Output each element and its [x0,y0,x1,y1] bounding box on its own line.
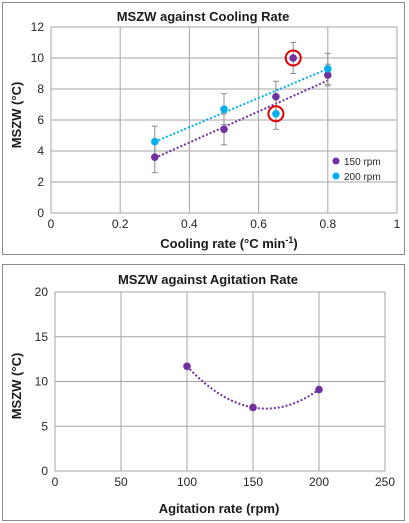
y-axis-title: MSZW (°C) [9,353,24,420]
y-tick-label: 4 [37,144,44,158]
y-tick-label: 0 [41,464,48,478]
data-point-series-0 [151,153,159,161]
y-tick-label: 6 [37,113,44,127]
error-bars [151,42,331,174]
data-point-series-0 [272,92,280,101]
x-tick-label: 0.6 [250,217,267,231]
agitation-rate-chart: 0 50 100 150 200 250 0 5 10 15 20 MSZW against Agi… [9,272,396,516]
x-tick-label: 0 [52,475,59,489]
data-points [151,54,332,161]
highlight-circle [267,105,285,123]
y-tick-label: 5 [41,419,48,433]
x-tick-label: 0 [48,217,55,231]
x-tick-label: 0.2 [112,217,129,231]
x-tick-label: 0.4 [181,217,198,231]
trendlines [154,67,329,159]
chart-panel-agitation: 0 50 100 150 200 250 0 5 10 15 20 MSZW against Agi… [2,264,405,521]
y-tick-label: 0 [37,206,44,220]
data-point-series-0 [249,403,257,412]
data-point-series-0 [324,71,332,79]
y-tick-label: 2 [37,175,44,189]
data-point-series-1 [272,110,280,118]
data-point-series-0 [315,385,323,394]
x-tick-label: 0.8 [319,217,336,231]
trendline-series-0 [186,365,320,410]
x-axis-title-end: ) [293,236,297,251]
x-axis-title-sup: -1 [285,235,293,245]
legend-label-200rpm: 200 rpm [344,172,381,183]
grid [54,291,386,472]
x-tick-label: 50 [114,475,128,489]
grid [50,26,398,214]
legend: 150 rpm 200 rpm [332,157,381,183]
highlight-circle [284,49,302,67]
trendline-series-1 [154,67,329,143]
data-point-series-0 [220,125,228,134]
x-tick-label: 100 [177,475,197,489]
legend-label-150rpm: 150 rpm [344,157,381,168]
data-points [183,362,323,412]
tick-labels: 0 50 100 150 200 250 0 5 10 15 20 [35,285,396,489]
x-axis-title: Cooling rate (°C min-1) [160,235,297,251]
data-point-series-1 [220,105,228,113]
data-point-series-1 [151,137,159,146]
x-axis-title-main: Cooling rate (°C min [160,236,285,251]
legend-marker-200rpm [332,172,340,180]
highlight-circles [267,49,302,123]
data-point-series-1 [324,65,332,73]
y-tick-label: 20 [35,285,49,299]
data-point-series-0 [183,362,191,371]
chart-title: MSZW against Cooling Rate [117,9,290,24]
chart-title: MSZW against Agitation Rate [118,272,298,287]
chart-panel-cooling: 0 0.2 0.4 0.6 0.8 1 0 2 4 6 8 10 12 MSZW against Coo… [2,2,405,255]
y-tick-label: 12 [31,20,45,34]
y-tick-label: 10 [31,51,45,65]
x-tick-label: 1 [394,217,401,231]
trendline-series-0 [154,79,329,159]
y-tick-label: 10 [35,375,49,389]
x-axis-title: Agitation rate (rpm) [159,501,280,516]
y-tick-label: 8 [37,82,44,96]
x-tick-label: 200 [309,475,329,489]
legend-marker-150rpm [332,157,340,165]
trendlines [186,365,320,410]
x-tick-label: 150 [243,475,263,489]
y-axis-title: MSZW (°C) [9,82,24,149]
x-tick-label: 250 [375,475,395,489]
data-point-series-0 [289,54,298,62]
y-tick-label: 15 [35,330,49,344]
